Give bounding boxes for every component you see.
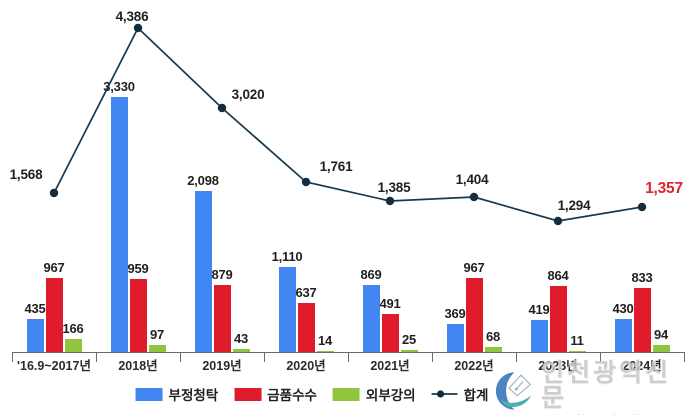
bar-value-label: 97 (149, 327, 165, 342)
legend-swatch-blue (135, 387, 163, 401)
total-value-label: 4,386 (115, 9, 149, 24)
legend-label: 금품수수 (267, 388, 317, 403)
x-axis-label: 2022년 (454, 359, 494, 373)
x-axis-tick (96, 352, 97, 362)
bar-부정청탁-2024년 (614, 319, 632, 352)
bar-value-label: 637 (295, 285, 317, 300)
x-axis-tick (684, 352, 685, 362)
total-value-label: 3,020 (231, 87, 265, 102)
bar-value-label: 14 (317, 333, 333, 348)
bar-금품수수-2018년 (129, 279, 147, 352)
bar-value-label: 864 (547, 268, 569, 283)
legend-item-geumpumsusu: 금품수수 (234, 384, 317, 404)
bar-외부강의-2019년 (232, 349, 250, 352)
total-line-marker (49, 188, 59, 198)
bar-value-label: 833 (631, 270, 653, 285)
bar-외부강의-2024년 (652, 345, 670, 352)
total-line-marker (217, 103, 227, 113)
bar-외부강의-'16.9~2017년 (64, 339, 82, 352)
legend-line-marker-icon (431, 390, 458, 398)
total-line-marker (385, 196, 395, 206)
bar-value-label: 369 (444, 306, 466, 321)
bar-외부강의-2020년 (316, 351, 334, 352)
bar-value-label: 419 (528, 302, 550, 317)
bar-외부강의-2022년 (484, 347, 502, 352)
legend-swatch-green (332, 387, 360, 401)
total-line-marker (133, 23, 143, 33)
bar-금품수수-2019년 (213, 285, 231, 352)
total-line-marker (301, 177, 311, 187)
x-axis-tick (348, 352, 349, 362)
bar-부정청탁-2018년 (110, 97, 128, 352)
bar-부정청탁-2022년 (446, 324, 464, 352)
x-axis-label: '16.9~2017년 (17, 359, 91, 373)
bar-금품수수-2021년 (381, 314, 399, 352)
bar-금품수수-2023년 (549, 286, 567, 352)
bar-외부강의-2018년 (148, 345, 166, 352)
bar-value-label: 43 (233, 331, 249, 346)
x-axis-tick (180, 352, 181, 362)
watermark-subtitle: Incheon Metropolitan Newspaper (541, 413, 693, 415)
bar-value-label: 166 (62, 321, 84, 336)
bar-value-label: 430 (612, 301, 634, 316)
total-value-label: 1,568 (9, 167, 43, 182)
bar-value-label: 25 (401, 332, 417, 347)
x-axis-label: 2020년 (286, 359, 326, 373)
bar-value-label: 967 (43, 260, 65, 275)
legend-item-oebugangui: 외부강의 (332, 384, 416, 404)
bar-외부강의-2023년 (568, 351, 586, 352)
watermark: 인천광역신문 Incheon Metropolitan Newspaper (494, 361, 693, 415)
bar-value-label: 435 (24, 301, 46, 316)
legend-swatch-red (234, 387, 262, 401)
x-axis-tick (264, 352, 265, 362)
legend-label: 부정청탁 (168, 388, 219, 403)
bar-value-label: 3,330 (103, 79, 135, 94)
x-axis-label: 2019년 (202, 359, 242, 373)
bar-value-label: 68 (485, 329, 501, 344)
bar-value-label: 94 (653, 327, 669, 342)
legend-label: 합계 (463, 388, 489, 403)
x-axis-label: 2023년 (538, 359, 578, 373)
pen-nib-logo-icon (495, 372, 534, 410)
bar-금품수수-'16.9~2017년 (45, 278, 63, 352)
watermark-title: 인천광역신문 (540, 359, 671, 412)
bar-value-label: 2,098 (187, 173, 219, 188)
bar-value-label: 491 (379, 296, 401, 311)
bar-value-label: 959 (127, 261, 149, 276)
total-value-label: 1,385 (377, 180, 411, 195)
x-axis-tick (600, 352, 601, 362)
x-axis-tick (432, 352, 433, 362)
x-axis-label: 2021년 (370, 359, 410, 373)
bar-금품수수-2022년 (465, 278, 483, 352)
bar-부정청탁-2019년 (194, 191, 212, 352)
x-axis-tick (12, 352, 13, 362)
legend-item-bujeongcheongtak: 부정청탁 (135, 384, 219, 404)
legend-item-hapgye: 합계 (431, 384, 489, 404)
legend: 부정청탁 금품수수 외부강의 합계 (135, 384, 489, 404)
bar-value-label: 967 (463, 260, 485, 275)
bar-value-label: 1,110 (271, 249, 303, 264)
bar-value-label: 869 (360, 267, 382, 282)
total-value-label: 1,761 (319, 159, 353, 174)
total-value-label: 1,357 (645, 180, 683, 197)
bar-부정청탁-2023년 (530, 320, 548, 352)
total-line-marker (553, 216, 563, 226)
bar-value-label: 11 (570, 333, 584, 348)
total-value-label: 1,404 (455, 172, 489, 187)
x-axis-label: 2018년 (118, 359, 158, 373)
bar-부정청탁-'16.9~2017년 (26, 319, 44, 352)
x-axis-label: 2024년 (622, 359, 662, 373)
bar-value-label: 879 (211, 267, 233, 282)
x-axis-tick (516, 352, 517, 362)
bar-부정청탁-2020년 (278, 267, 296, 352)
total-line-marker (637, 202, 647, 212)
bar-금품수수-2024년 (633, 288, 651, 352)
bar-부정청탁-2021년 (362, 285, 380, 352)
total-value-label: 1,294 (557, 198, 591, 213)
total-line-marker (469, 192, 479, 202)
legend-label: 외부강의 (365, 388, 416, 403)
bar-금품수수-2020년 (297, 303, 315, 352)
bar-외부강의-2021년 (400, 350, 418, 352)
